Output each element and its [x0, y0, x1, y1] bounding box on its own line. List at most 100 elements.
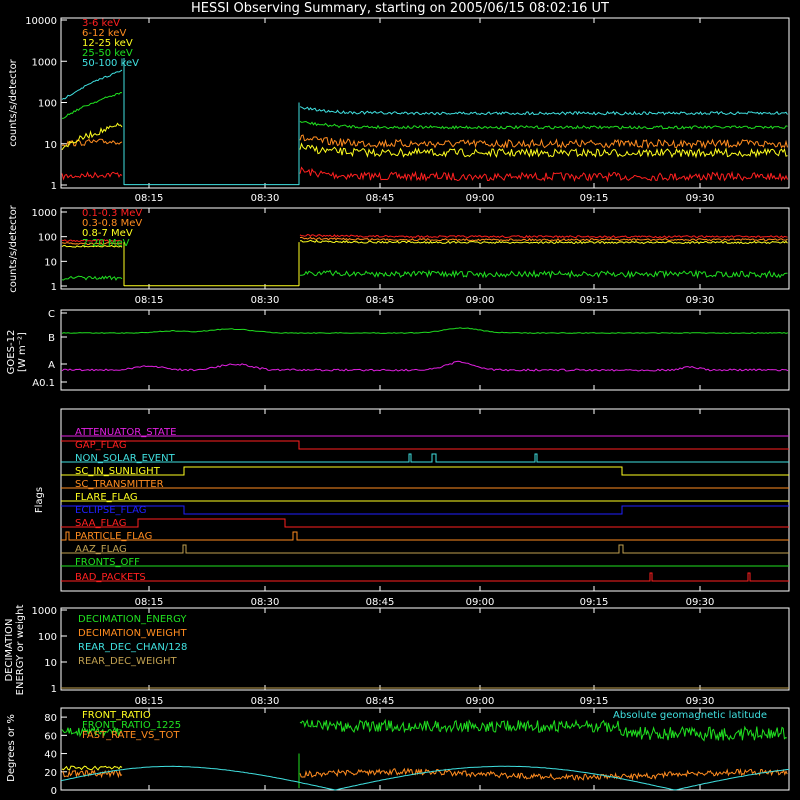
x-tick-label: 09:00: [466, 696, 495, 707]
legend-entry: 0.8-7 MeV: [82, 228, 133, 239]
series-line-1: [299, 134, 788, 150]
y-tick-label: 1000: [32, 606, 57, 617]
x-tick-label: 08:45: [366, 193, 395, 204]
flag-line-8: [61, 531, 789, 541]
x-tick-label: 09:30: [686, 696, 715, 707]
series-line-front-ratio-1225: [619, 725, 787, 742]
flag-label: SC_IN_SUNLIGHT: [75, 466, 161, 477]
y-tick-label: 1000: [32, 208, 57, 219]
series-line-0: [61, 171, 123, 181]
legend-entry: FRONT_RATIO: [82, 710, 151, 721]
legend-entry: REAR_DEC_CHAN/128: [78, 642, 187, 653]
series-line-4: [299, 106, 788, 116]
x-tick-label: 09:00: [466, 597, 495, 608]
flag-label: AAZ_FLAG: [75, 544, 127, 555]
y-tick-label: 60: [44, 731, 57, 742]
y-tick-label: 40: [44, 750, 57, 761]
x-tick-label: 09:15: [580, 696, 609, 707]
x-tick-label: 09:15: [580, 295, 609, 306]
series-line-front-ratio-1225: [61, 726, 123, 738]
series-line-3: [299, 120, 788, 130]
flag-line-3: [61, 466, 789, 476]
series-line-1: [61, 138, 123, 147]
y-tick-label: A0.1: [32, 378, 55, 389]
series-line-front-ratio-1225: [299, 718, 620, 734]
legend-entry: DECIMATION_ENERGY: [78, 614, 187, 625]
legend-entry: 50-100 keV: [82, 58, 139, 69]
x-tick-label: 08:15: [135, 193, 164, 204]
legend-entry: 0.1-0.3 MeV: [82, 208, 142, 219]
series-line-0: [61, 238, 123, 243]
legend-entry: FAST_RATE_VS_TOT: [82, 730, 180, 741]
x-tick-label: 08:45: [366, 597, 395, 608]
flag-line-7: [61, 518, 789, 528]
y-tick-label: 10: [44, 140, 57, 151]
y-tick-label: 10: [44, 257, 57, 268]
chart-title: HESSI Observing Summary, starting on 200…: [191, 1, 609, 16]
flag-label: GAP_FLAG: [75, 440, 127, 451]
x-tick-label: 09:30: [686, 597, 715, 608]
flag-label: NON_SOLAR_EVENT: [75, 453, 176, 464]
panel-xray-frame: [60, 17, 790, 189]
legend-entry: 25-50 keV: [82, 48, 133, 59]
series-line-0: [299, 233, 788, 239]
flag-label: FRONTS_OFF: [75, 557, 140, 568]
flag-label: ATTENUATOR_STATE: [75, 427, 176, 438]
panel-ratio-frame: [60, 707, 790, 791]
y-axis-label: DECIMATION: [4, 618, 15, 681]
y-tick-label: 20: [44, 768, 57, 779]
y-tick-label: 100: [38, 632, 57, 643]
series-line-3: [299, 269, 788, 279]
x-tick-label: 08:45: [366, 696, 395, 707]
annotation-geomagnetic-latitude: Absolute geomagnetic latitude: [613, 710, 767, 721]
y-tick-label: 80: [44, 713, 57, 724]
series-line-2: [61, 244, 123, 248]
x-tick-label: 08:30: [251, 295, 280, 306]
y-axis-label: [W m⁻²]: [17, 332, 28, 372]
y-tick-label: 0: [51, 786, 57, 797]
legend-entry: 3-6 keV: [82, 18, 120, 29]
x-tick-label: 09:15: [580, 597, 609, 608]
y-axis-label: GOES-12: [6, 330, 17, 375]
y-tick-label: 10: [44, 658, 57, 669]
legend-entry: DECIMATION_WEIGHT: [78, 628, 187, 639]
y-tick-label: 1: [51, 684, 57, 695]
y-axis-label: Flags: [34, 487, 45, 513]
x-tick-label: 09:15: [580, 193, 609, 204]
series-line-2: [299, 142, 788, 159]
x-tick-label: 08:15: [135, 696, 164, 707]
y-axis-label: counts/s/detector: [8, 58, 19, 146]
flag-line-2: [61, 453, 789, 463]
series-line-3: [61, 91, 123, 119]
series-line-3: [61, 275, 123, 281]
x-tick-label: 08:15: [135, 597, 164, 608]
flag-label: BAD_PACKETS: [75, 572, 146, 583]
series-line-front-ratio: [61, 765, 123, 771]
y-tick-label: 100: [38, 233, 57, 244]
y-axis-label: Degrees or %: [6, 714, 17, 782]
y-tick-label: 1: [51, 282, 57, 293]
series-line-4: [61, 69, 123, 100]
y-tick-label: 1: [51, 181, 57, 192]
y-tick-label: B: [48, 333, 55, 344]
x-tick-label: 09:30: [686, 193, 715, 204]
y-tick-label: 1000: [32, 57, 57, 68]
flag-label: FLARE_FLAG: [75, 492, 138, 503]
flag-label: ECLIPSE_FLAG: [75, 505, 146, 516]
x-tick-label: 09:30: [686, 295, 715, 306]
series-line-geomagnetic-latitude: [60, 765, 789, 791]
flag-line-6: [61, 505, 789, 515]
series-line-0: [299, 166, 788, 183]
series-line-goes-long: [61, 327, 789, 334]
legend-entry: REAR_DEC_WEIGHT: [78, 656, 177, 667]
x-tick-label: 08:30: [251, 597, 280, 608]
legend-entry: 7-20 MeV: [82, 238, 130, 249]
series-line-1: [299, 236, 788, 242]
series-line-fast-rate: [61, 769, 123, 779]
flag-label: SAA_FLAG: [75, 518, 126, 529]
flag-line-11: [61, 572, 789, 582]
series-line-2: [299, 239, 788, 245]
flag-line-9: [61, 544, 789, 554]
panel-goes-frame: [60, 309, 790, 391]
